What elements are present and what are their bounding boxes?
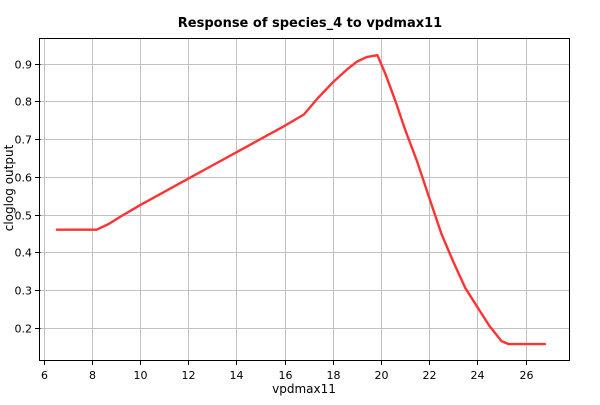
y-tick-label: 0.5 (15, 210, 33, 223)
x-tick-label: 22 (423, 369, 437, 382)
y-tick-label: 0.7 (15, 134, 33, 147)
x-tick-label: 12 (182, 369, 196, 382)
series-line-0 (55, 54, 547, 346)
grid (40, 39, 569, 360)
y-tick-label: 0.6 (15, 172, 33, 185)
x-tick-label: 24 (471, 369, 485, 382)
x-tick-label: 10 (134, 369, 148, 382)
plot-area (55, 54, 547, 346)
x-tick-label: 18 (327, 369, 341, 382)
x-tick-label: 8 (89, 369, 96, 382)
y-tick-label: 0.4 (15, 247, 33, 260)
x-tick-label: 14 (230, 369, 244, 382)
plot-frame (39, 38, 570, 361)
y-axis-label: cloglog output (2, 144, 16, 231)
axis-ticks: 6 8 10 12 14 16 18 20 22 24 26 0.2 0.3 0.4 0.5 0.6 0.7 0.… (15, 59, 534, 383)
y-tick-label: 0.8 (15, 96, 33, 109)
y-tick-label: 0.9 (15, 59, 33, 72)
chart-title: Response of species_4 to vpdmax11 (178, 16, 442, 31)
x-tick-label: 16 (279, 369, 293, 382)
y-tick-label: 0.3 (15, 285, 33, 298)
x-tick-label: 26 (520, 369, 534, 382)
x-tick-label: 20 (375, 369, 389, 382)
y-tick-label: 0.2 (15, 323, 33, 336)
x-tick-label: 6 (41, 369, 48, 382)
x-axis-label: vpdmax11 (272, 382, 336, 396)
